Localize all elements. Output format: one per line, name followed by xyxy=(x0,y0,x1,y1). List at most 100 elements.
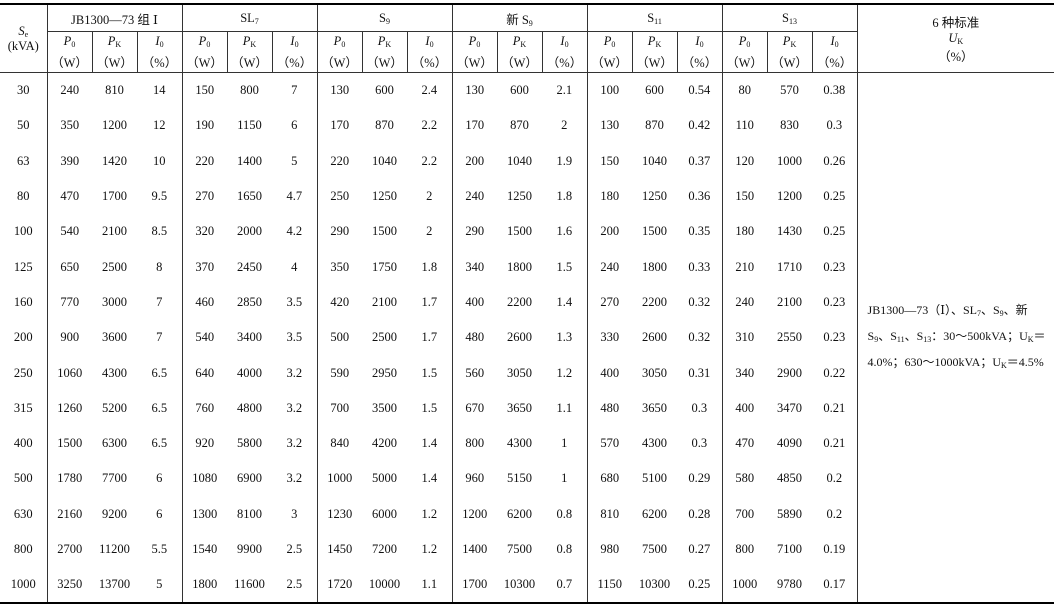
page: {"table": { "header": { "first": {"symbo… xyxy=(0,3,1054,610)
value-cell: 1800 xyxy=(642,259,668,274)
value-cell: 0.29 xyxy=(677,461,723,497)
value-cell: 800 xyxy=(465,436,485,451)
value-cell: 9900 xyxy=(237,542,262,556)
column-symbol: P xyxy=(377,34,386,48)
value-cell: 1450 xyxy=(327,542,353,556)
data-table: Se (kVA) JB1300—73 组 Ⅰ SL7 S9 新 S9 S11 S13 6 种标准… xyxy=(0,3,1054,605)
column-symbol: I xyxy=(695,34,700,48)
unit: （W） xyxy=(636,56,673,70)
column-header: I0 （%） xyxy=(541,31,588,73)
value-cell: 7 xyxy=(272,72,318,109)
value-cell: 830 xyxy=(780,118,799,133)
unit: （W） xyxy=(501,56,538,70)
value-cell: 0.26 xyxy=(812,143,858,179)
value-cell: 1.8 xyxy=(542,178,588,215)
value-cell: 6000 xyxy=(372,506,397,521)
se-cell: 800 xyxy=(0,531,48,568)
note-text: 、新 S xyxy=(867,302,1028,343)
value-cell: 0.33 xyxy=(677,249,723,285)
value-cell: 0.37 xyxy=(677,143,723,179)
column-header: P0 （W） xyxy=(181,31,228,73)
value-cell: 760 xyxy=(195,400,215,415)
value-cell: 420 xyxy=(330,294,350,309)
value-cell: 130 xyxy=(600,118,620,133)
column-subscript: K xyxy=(115,40,122,49)
value-cell: 10000 xyxy=(368,577,401,592)
value-cell: 130 xyxy=(465,83,485,98)
value-cell: 2500 xyxy=(372,330,397,345)
value-cell: 3.2 xyxy=(272,425,318,462)
value-cell: 590 xyxy=(330,365,350,380)
value-cell: 2600 xyxy=(507,330,532,345)
value-cell: 3650 xyxy=(507,400,532,415)
value-cell: 1000 xyxy=(777,153,803,168)
value-cell: 2 xyxy=(542,108,588,144)
column-header: P0 （W） xyxy=(586,31,633,73)
value-cell: 2160 xyxy=(57,506,83,521)
value-cell: 1.2 xyxy=(407,531,453,568)
value-cell: 1650 xyxy=(237,189,262,204)
value-cell: 1710 xyxy=(777,259,803,274)
column-subscript: 0 xyxy=(206,40,211,49)
value-cell: 12 xyxy=(137,108,183,144)
value-cell: 1000 xyxy=(732,577,758,592)
data-row: 630 2160 9200 6 1300 8100 3 1230 6000 1.2 1200 6200… xyxy=(0,496,1054,532)
value-cell: 3.2 xyxy=(272,390,318,426)
uk-symbol: U xyxy=(948,31,958,45)
value-cell: 200 xyxy=(465,153,485,168)
value-cell: 1.5 xyxy=(542,249,588,285)
se-cell: 125 xyxy=(0,249,48,285)
column-symbol: I xyxy=(290,34,295,48)
value-cell: 180 xyxy=(735,224,755,239)
value-cell: 2.2 xyxy=(407,143,453,179)
unit: （%） xyxy=(816,56,853,70)
value-cell: 6900 xyxy=(237,471,262,486)
value-cell: 600 xyxy=(375,83,394,98)
value-cell: 5 xyxy=(137,567,183,604)
value-cell: 1.4 xyxy=(542,284,588,321)
column-subscript: 0 xyxy=(564,40,569,49)
se-cell: 400 xyxy=(0,425,48,462)
group-name: S xyxy=(379,10,386,25)
unit: （%） xyxy=(546,56,583,70)
value-cell: 4.7 xyxy=(272,178,318,215)
column-subscript: 0 xyxy=(611,40,616,49)
value-cell: 13700 xyxy=(98,577,131,592)
value-cell: 6 xyxy=(137,496,183,532)
value-cell: 5100 xyxy=(642,471,668,486)
value-cell: 14 xyxy=(137,72,183,109)
value-cell: 11200 xyxy=(99,542,130,556)
column-symbol: I xyxy=(560,34,565,48)
unit: （W） xyxy=(456,56,493,70)
value-cell: 0.3 xyxy=(812,108,858,144)
value-cell: 330 xyxy=(600,330,620,345)
value-cell: 8.5 xyxy=(137,214,183,250)
value-cell: 7200 xyxy=(372,542,397,556)
value-cell: 3400 xyxy=(237,330,262,345)
value-cell: 700 xyxy=(330,400,350,415)
data-row: 50 350 1200 12 190 1150 6 170 870 2.2 170 870 2 130 87… xyxy=(0,108,1054,144)
value-cell: 120 xyxy=(735,153,755,168)
value-cell: 540 xyxy=(195,330,215,345)
value-cell: 810 xyxy=(105,83,124,98)
value-cell: 1260 xyxy=(57,400,83,415)
value-cell: 400 xyxy=(465,294,485,309)
value-cell: 3.2 xyxy=(272,355,318,391)
column-subscript: K xyxy=(520,40,527,49)
value-cell: 5000 xyxy=(372,471,397,486)
unit: （W） xyxy=(591,56,628,70)
note-subscript: 9 xyxy=(999,308,1004,318)
value-cell: 800 xyxy=(240,83,259,98)
value-cell: 1.6 xyxy=(542,214,588,250)
unit: （%） xyxy=(681,56,718,70)
column-subscript: 0 xyxy=(834,40,839,49)
value-cell: 3650 xyxy=(642,400,668,415)
header-row: Se (kVA) JB1300—73 组 Ⅰ SL7 S9 新 S9 S11 S13 6 种标准… xyxy=(0,3,1054,73)
value-cell: 80 xyxy=(738,83,752,98)
column-header: P0 （W） xyxy=(46,31,93,73)
value-cell: 2100 xyxy=(102,224,127,239)
value-cell: 840 xyxy=(330,436,350,451)
value-cell: 980 xyxy=(600,542,620,556)
group-name: S xyxy=(782,10,789,25)
value-cell: 1300 xyxy=(192,506,218,521)
